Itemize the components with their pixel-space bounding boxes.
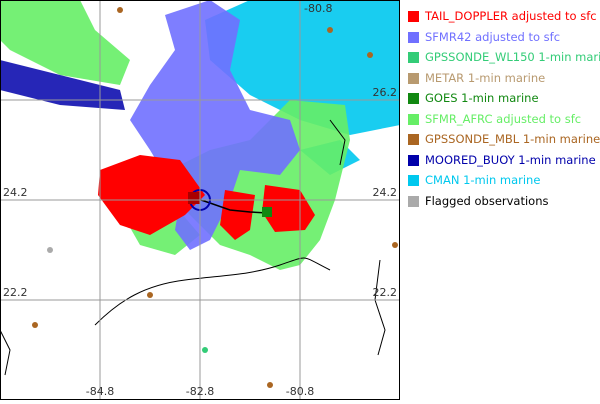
legend-item: SFMR_AFRC adjusted to sfc — [405, 109, 600, 130]
legend-item: METAR 1-min marine — [405, 68, 600, 89]
legend-swatch — [408, 93, 419, 104]
legend-item: GPSSONDE_MBL 1-min marine — [405, 129, 600, 150]
moored-buoy-barbs — [0, 60, 125, 110]
legend-item: SFMR42 adjusted to sfc — [405, 27, 600, 48]
legend-swatch — [408, 154, 419, 166]
legend-swatch — [408, 72, 419, 84]
lon-label-80-8-bottom: -80.8 — [286, 385, 314, 398]
legend-item: GOES 1-min marine — [405, 88, 600, 109]
legend-label: GPSSONDE_MBL 1-min marine — [425, 132, 600, 146]
legend-label: CMAN 1-min marine — [425, 173, 541, 187]
lat-label-26-2-right: 26.2 — [373, 86, 398, 99]
legend-item: MOORED_BUOY 1-min marine — [405, 150, 600, 171]
scattered-stations — [32, 7, 398, 388]
legend-label: MOORED_BUOY 1-min marine — [425, 152, 596, 167]
goes-marker-icon — [262, 207, 272, 217]
legend-swatch — [408, 11, 419, 22]
legend-label: Flagged observations — [425, 193, 549, 208]
lon-label-82-8-bottom: -82.8 — [186, 385, 214, 398]
legend-swatch — [408, 195, 419, 207]
legend-swatch — [408, 52, 419, 63]
legend-label: GPSSONDE_WL150 1-min marine — [425, 50, 600, 64]
lat-label-24-2-left: 24.2 — [3, 186, 28, 199]
legend-label: METAR 1-min marine — [425, 70, 546, 85]
legend-label: TAIL_DOPPLER adjusted to sfc — [425, 9, 597, 23]
legend-item: CMAN 1-min marine — [405, 170, 600, 191]
storm-marker-icon — [188, 192, 200, 204]
coastline — [0, 119, 386, 376]
legend-swatch — [408, 134, 419, 145]
legend-label: SFMR_AFRC adjusted to sfc — [425, 111, 582, 126]
lon-label-84-8-bottom: -84.8 — [86, 385, 114, 398]
lat-label-22-2-right: 22.2 — [373, 286, 398, 299]
tail-doppler-swath — [98, 155, 315, 240]
map-canvas: 24.2 22.2 26.2 24.2 22.2 -80.8 -84.8 -82… — [0, 0, 400, 400]
lat-label-22-2-left: 22.2 — [3, 286, 28, 299]
legend-item: TAIL_DOPPLER adjusted to sfc — [405, 6, 600, 27]
legend-swatch — [408, 113, 419, 125]
legend-label: SFMR42 adjusted to sfc — [425, 29, 561, 44]
legend-label: GOES 1-min marine — [425, 91, 539, 105]
lon-label-80-8-top: -80.8 — [304, 2, 332, 15]
wind-observation-map: 24.2 22.2 26.2 24.2 22.2 -80.8 -84.8 -82… — [0, 0, 400, 400]
legend-swatch — [408, 175, 419, 186]
legend: TAIL_DOPPLER adjusted to sfc SFMR42 adjus… — [405, 6, 600, 211]
legend-item: GPSSONDE_WL150 1-min marine — [405, 47, 600, 68]
lat-label-24-2-right: 24.2 — [373, 186, 398, 199]
legend-item: Flagged observations — [405, 191, 600, 212]
legend-swatch — [408, 31, 419, 43]
